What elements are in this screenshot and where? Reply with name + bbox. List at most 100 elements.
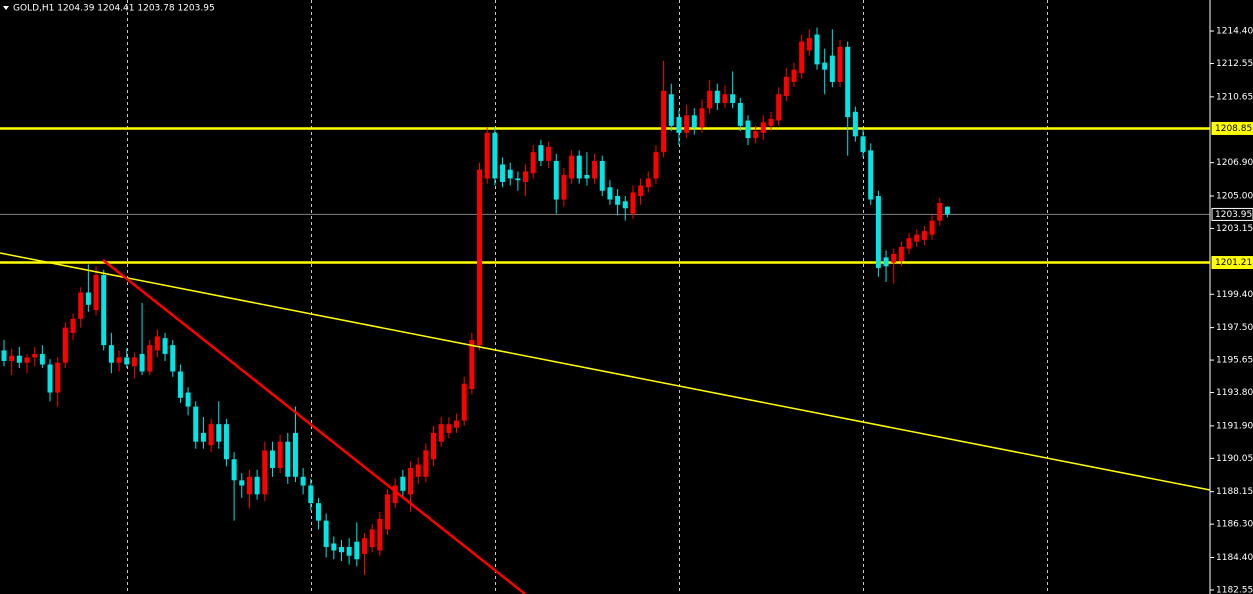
- candle-body: [292, 432, 298, 477]
- candle-body: [62, 327, 68, 363]
- candle-body: [315, 503, 321, 521]
- y-tick-label: 1203.15: [1216, 224, 1253, 234]
- candle-body: [507, 169, 513, 179]
- candle-body: [691, 115, 697, 128]
- candle-body: [829, 55, 835, 82]
- candle-body: [806, 38, 812, 51]
- candle-body: [914, 234, 920, 242]
- candle-body: [745, 120, 751, 139]
- candle-body: [592, 160, 598, 179]
- candle-body: [699, 108, 705, 128]
- candle-body: [461, 383, 467, 421]
- price-label: 1203.95: [1215, 210, 1252, 220]
- candle-body: [24, 357, 30, 363]
- candle-body: [385, 494, 390, 530]
- candle-body: [484, 132, 490, 179]
- candle-body: [783, 76, 789, 96]
- candle-body: [131, 357, 137, 367]
- y-tick-label: 1195.65: [1216, 356, 1253, 366]
- y-tick-label: 1205.00: [1216, 192, 1253, 202]
- candle-body: [300, 476, 306, 486]
- candle-body: [921, 231, 927, 240]
- candle-body: [354, 541, 360, 560]
- candle-body: [814, 34, 820, 65]
- candle-body: [707, 90, 713, 109]
- candle-body: [39, 353, 45, 365]
- y-tick-label: 1206.90: [1216, 158, 1253, 168]
- candle-body: [768, 118, 774, 126]
- candle-body: [753, 131, 759, 139]
- candle-body: [285, 441, 291, 477]
- candle-body: [85, 292, 91, 305]
- candle-body: [154, 336, 160, 351]
- candle-body: [546, 146, 552, 161]
- y-tick-label: 1214.40: [1216, 27, 1253, 37]
- candle-body: [254, 476, 260, 495]
- price-label: 1201.21: [1215, 258, 1252, 268]
- candle-body: [500, 164, 506, 182]
- candle-body: [668, 94, 674, 126]
- candle-body: [78, 292, 84, 319]
- candle-body: [446, 424, 452, 433]
- candle-body: [799, 41, 805, 74]
- candle-body: [124, 357, 130, 365]
- candle-body: [845, 46, 851, 118]
- candle-body: [239, 480, 245, 486]
- candle-body: [722, 94, 728, 104]
- candle-body: [714, 90, 720, 104]
- candle-body: [569, 155, 575, 179]
- candle-body: [523, 171, 529, 182]
- candle-body: [431, 432, 437, 460]
- candle-body: [269, 450, 275, 469]
- candle-body: [70, 318, 76, 333]
- candle-body: [200, 432, 206, 442]
- candle-body: [400, 476, 406, 491]
- candle-body: [875, 196, 881, 268]
- candle-body: [477, 169, 483, 346]
- candle-body: [538, 145, 544, 161]
- candle-body: [530, 152, 536, 174]
- y-tick-label: 1193.80: [1216, 388, 1253, 398]
- candle-body: [361, 538, 367, 554]
- trend-line: [0, 252, 1211, 491]
- candle-body: [277, 441, 283, 469]
- candle-body: [139, 353, 145, 372]
- candle-body: [246, 476, 252, 495]
- candle-body: [607, 187, 613, 200]
- y-tick-label: 1210.65: [1216, 92, 1253, 102]
- candle-body: [346, 546, 352, 556]
- candle-body: [776, 94, 782, 121]
- candle-body: [822, 62, 828, 70]
- candle-body: [852, 111, 858, 137]
- candle-body: [1, 350, 7, 361]
- candle-body: [338, 546, 344, 553]
- candle-body: [308, 485, 314, 504]
- candle-body: [553, 160, 559, 200]
- y-tick-label: 1191.90: [1216, 421, 1253, 431]
- menu-arrow[interactable]: [3, 6, 9, 10]
- candle-body: [944, 206, 950, 215]
- price-label: 1208.85: [1215, 124, 1252, 134]
- price-label-box: [1211, 256, 1253, 270]
- candle-body: [676, 117, 682, 133]
- candle-body: [661, 90, 667, 153]
- candle-body: [891, 253, 897, 263]
- price-label-box: [1211, 121, 1253, 135]
- chart-title: GOLD,H1 1204.39 1204.41 1203.78 1203.95: [13, 4, 215, 14]
- candle-body: [576, 155, 582, 179]
- candle-body: [737, 103, 743, 126]
- candle-body: [638, 185, 644, 197]
- y-tick-label: 1184.40: [1216, 553, 1253, 563]
- candle-body: [791, 69, 797, 82]
- y-tick-label: 1212.55: [1216, 59, 1253, 69]
- candle-body: [55, 362, 61, 393]
- trend-line: [102, 259, 526, 594]
- price-label-box: [1211, 207, 1253, 221]
- candle-body: [408, 468, 414, 495]
- candle-body: [653, 152, 659, 179]
- candle-body: [730, 94, 736, 104]
- candle-body: [837, 46, 843, 82]
- candle-body: [630, 192, 636, 214]
- candle-body: [423, 450, 429, 477]
